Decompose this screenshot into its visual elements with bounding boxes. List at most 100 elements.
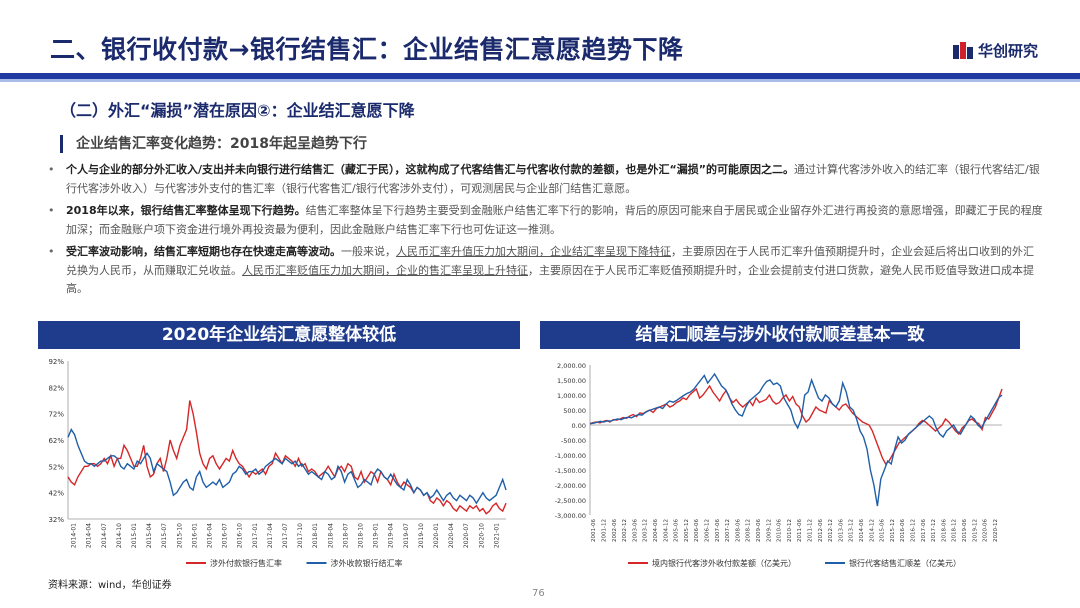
x-tick-label: 2010-12 — [787, 519, 793, 542]
y-tick-label: 42% — [48, 490, 64, 498]
x-tick-label: 2001-06 — [591, 519, 597, 542]
y-tick-label: 0.00 — [572, 422, 586, 430]
x-tick-label: 2018-04 — [327, 523, 334, 548]
x-tick-label: 2012-06 — [818, 519, 824, 542]
x-tick-label: 2016-06 — [900, 519, 906, 542]
x-tick-label: 2011-12 — [807, 519, 813, 542]
x-tick-label: 2020-10 — [478, 523, 485, 548]
x-tick-label: 2008-12 — [746, 519, 752, 542]
x-tick-label: 2016-04 — [206, 523, 213, 548]
x-tick-label: 2018-12 — [952, 519, 958, 542]
x-tick-label: 2018-06 — [941, 519, 947, 542]
x-tick-label: 2003-06 — [632, 519, 638, 542]
x-tick-label: 2016-12 — [910, 519, 916, 542]
x-tick-label: 2021-01 — [493, 523, 500, 548]
x-tick-label: 2013-12 — [849, 519, 855, 542]
y-tick-label: -3,000.00 — [555, 512, 586, 520]
x-tick-label: 2010-06 — [777, 519, 783, 542]
x-tick-label: 2018-01 — [312, 523, 319, 548]
y-tick-label: 72% — [48, 411, 64, 419]
x-tick-label: 2020-04 — [448, 523, 455, 548]
x-tick-label: 2017-10 — [297, 523, 304, 548]
y-tick-label: -2,500.00 — [555, 497, 586, 505]
x-tick-label: 2007-12 — [725, 519, 731, 542]
x-tick-label: 2009-12 — [766, 519, 772, 542]
x-tick-label: 2018-10 — [358, 523, 365, 548]
legend-label: 涉外收款银行结汇率 — [331, 558, 403, 568]
chart-settlement-rate: 92% 82% 72% 62% 52% 42% 32% 2014-01 2014-04 2014-… — [48, 358, 507, 568]
bullet-list: • 个人与企业的部分外汇收入/支出并未向银行进行结售汇（藏汇于民），这就构成了代客… — [48, 161, 1043, 303]
x-tick-label: 2002-12 — [622, 519, 628, 542]
y-tick-label: 500.00 — [563, 407, 586, 415]
x-tick-label: 2019-10 — [418, 523, 425, 548]
y-tick-label: 62% — [48, 437, 64, 445]
x-tick-label: 2011-06 — [797, 519, 803, 542]
x-tick-label: 2014-04 — [86, 523, 93, 548]
chart-panel-surplus: 结售汇顺差与涉外收付款顺差基本一致 2,000.00 1,500.00 1,000.… — [540, 321, 1020, 583]
x-tick-label: 2017-07 — [282, 523, 289, 548]
bullet-item: • 受汇率波动影响，结售汇率短期也存在快速走高等波动。一般来说，人民币汇率升值压力… — [48, 245, 1034, 295]
x-tick-label: 2012-12 — [828, 519, 834, 542]
x-tick-label: 2014-07 — [101, 523, 108, 548]
sub-heading: （二）外汇“漏损”潜在原因②：企业结汇意愿下降 — [60, 101, 415, 120]
y-tick-label: 1,000.00 — [557, 392, 586, 400]
x-tick-label: 2006-12 — [704, 519, 710, 542]
x-tick-label: 2018-07 — [342, 523, 349, 548]
x-tick-label: 2001-12 — [601, 519, 607, 542]
title-divider — [0, 73, 1080, 82]
x-tick-label: 2002-06 — [612, 519, 618, 542]
x-tick-label: 2004-12 — [663, 519, 669, 542]
x-tick-label: 2017-04 — [267, 523, 274, 548]
x-tick-label: 2016-10 — [237, 523, 244, 548]
legend-label: 境内银行代客涉外收付款差额（亿美元） — [652, 558, 796, 568]
y-tick-label: -1,500.00 — [555, 467, 586, 475]
x-tick-label: 2014-01 — [71, 523, 78, 548]
chart-title: 2020年企业结汇意愿整体较低 — [38, 321, 520, 349]
y-tick-label: 2,000.00 — [557, 362, 586, 370]
x-tick-label: 2015-06 — [880, 519, 886, 542]
y-tick-label: 52% — [48, 463, 64, 471]
x-tick-label: 2019-04 — [388, 523, 395, 548]
y-tick-label: 1,500.00 — [557, 377, 586, 385]
x-tick-label: 2015-07 — [161, 523, 168, 548]
x-tick-label: 2020-06 — [983, 519, 989, 542]
page-title: 二、银行收付款→银行结售汇：企业结售汇意愿趋势下降 — [50, 35, 684, 64]
y-tick-label: 92% — [48, 358, 64, 366]
series-line — [67, 400, 507, 515]
x-tick-label: 2014-10 — [116, 523, 123, 548]
x-tick-label: 2020-12 — [993, 519, 999, 542]
x-tick-label: 2016-01 — [191, 523, 198, 548]
x-tick-label: 2003-12 — [643, 519, 649, 542]
x-tick-label: 2014-12 — [869, 519, 875, 542]
x-tick-label: 2017-12 — [931, 519, 937, 542]
y-tick-label: -500.00 — [561, 437, 586, 445]
bullet-item: • 2018年以来，银行结售汇率整体呈现下行趋势。结售汇率整体呈下行趋势主要受到金… — [48, 204, 1043, 236]
bullet-item: • 个人与企业的部分外汇收入/支出并未向银行进行结售汇（藏汇于民），这就构成了代客… — [48, 163, 1040, 195]
chart-panel-settlement-rate: 2020年企业结汇意愿整体较低 92% 82% 72% 62% 52% 42% 32% 201… — [38, 321, 520, 583]
chart-surplus: 2,000.00 1,500.00 1,000.00 500.00 0.00 -500.0… — [555, 362, 1003, 568]
y-tick-label: 32% — [48, 516, 64, 524]
x-tick-label: 2014-06 — [859, 519, 865, 542]
series-line — [589, 372, 1003, 507]
page-number: 76 — [532, 588, 545, 599]
x-tick-label: 2005-12 — [684, 519, 690, 542]
x-tick-label: 2019-12 — [972, 519, 978, 542]
x-tick-label: 2015-12 — [890, 519, 896, 542]
brand-mark-icon — [952, 42, 973, 59]
x-tick-label: 2019-06 — [962, 519, 968, 542]
chart-title: 结售汇顺差与涉外收付款顺差基本一致 — [540, 321, 1020, 349]
x-tick-label: 2015-10 — [176, 523, 183, 548]
x-tick-label: 2015-01 — [131, 523, 138, 548]
x-tick-label: 2009-06 — [756, 519, 762, 542]
x-tick-label: 2019-01 — [373, 523, 380, 548]
x-tick-label: 2013-06 — [838, 519, 844, 542]
x-tick-label: 2005-06 — [674, 519, 680, 542]
legend-label: 涉外付款银行售汇率 — [210, 558, 282, 568]
x-tick-label: 2004-06 — [653, 519, 659, 542]
x-tick-label: 2007-06 — [715, 519, 721, 542]
brand-name: 华创研究 — [977, 42, 1038, 60]
x-tick-label: 2006-06 — [694, 519, 700, 542]
x-tick-label: 2020-07 — [463, 523, 470, 548]
y-tick-label: 82% — [48, 384, 64, 392]
x-tick-label: 2008-06 — [735, 519, 741, 542]
